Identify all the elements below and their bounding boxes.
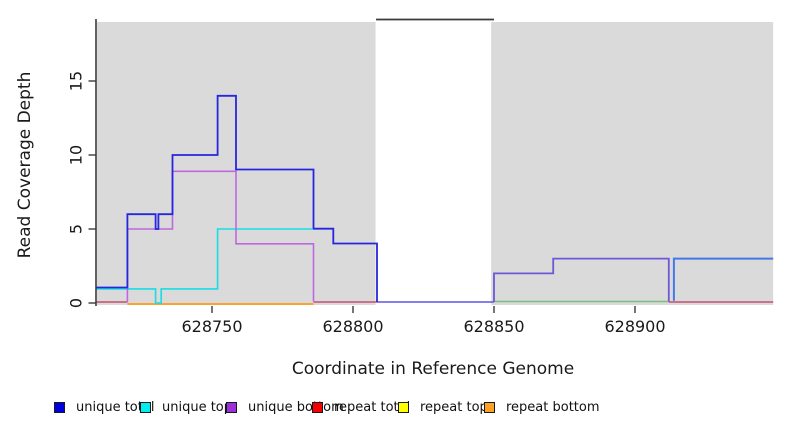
x-tick-label: 628750 [181,317,242,336]
legend-label: repeat top [420,399,488,415]
legend-swatch-icon [226,401,237,413]
x-axis-title: Coordinate in Reference Genome [292,359,574,379]
plot-panel [96,18,774,305]
y-tick-label: 5 [67,224,86,234]
x-tick-label: 628800 [322,317,383,336]
legend-item-repeat-total: repeat total [312,397,410,417]
x-tick-label: 628900 [604,317,665,336]
legend-swatch-icon [398,401,409,413]
axes: 0 5 10 15 628750 628800 628850 628900 [67,19,666,336]
y-tick-label: 10 [67,145,86,165]
legend-swatch-icon [54,401,65,413]
legend-item-unique-top: unique top [140,397,232,417]
legend-label: unique total [76,399,155,415]
unique-total-line-left [96,94,378,302]
legend: unique total unique top unique bottom repea… [0,397,792,421]
legend-item-repeat-top: repeat top [398,397,488,417]
x-tick-label: 628850 [463,317,524,336]
y-tick-label: 15 [67,71,86,91]
legend-label: repeat total [334,399,411,415]
coverage-lines [96,94,774,305]
legend-label: unique top [162,399,233,415]
unique-bottom-line [126,170,315,303]
legend-swatch-icon [312,401,323,413]
unique-total-line-right [672,257,774,301]
legend-swatch-icon [140,401,151,413]
y-tick-label: 0 [67,298,86,308]
unique-total-line-right-overlap [493,257,670,302]
legend-label: repeat bottom [506,399,600,415]
unique-top-line [96,228,313,304]
panel-shaded-region [491,22,774,305]
legend-item-unique-total: unique total [54,397,154,417]
legend-item-repeat-bottom: repeat bottom [484,397,600,417]
legend-swatch-icon [484,401,495,413]
y-axis-title: Read Coverage Depth [15,72,35,259]
